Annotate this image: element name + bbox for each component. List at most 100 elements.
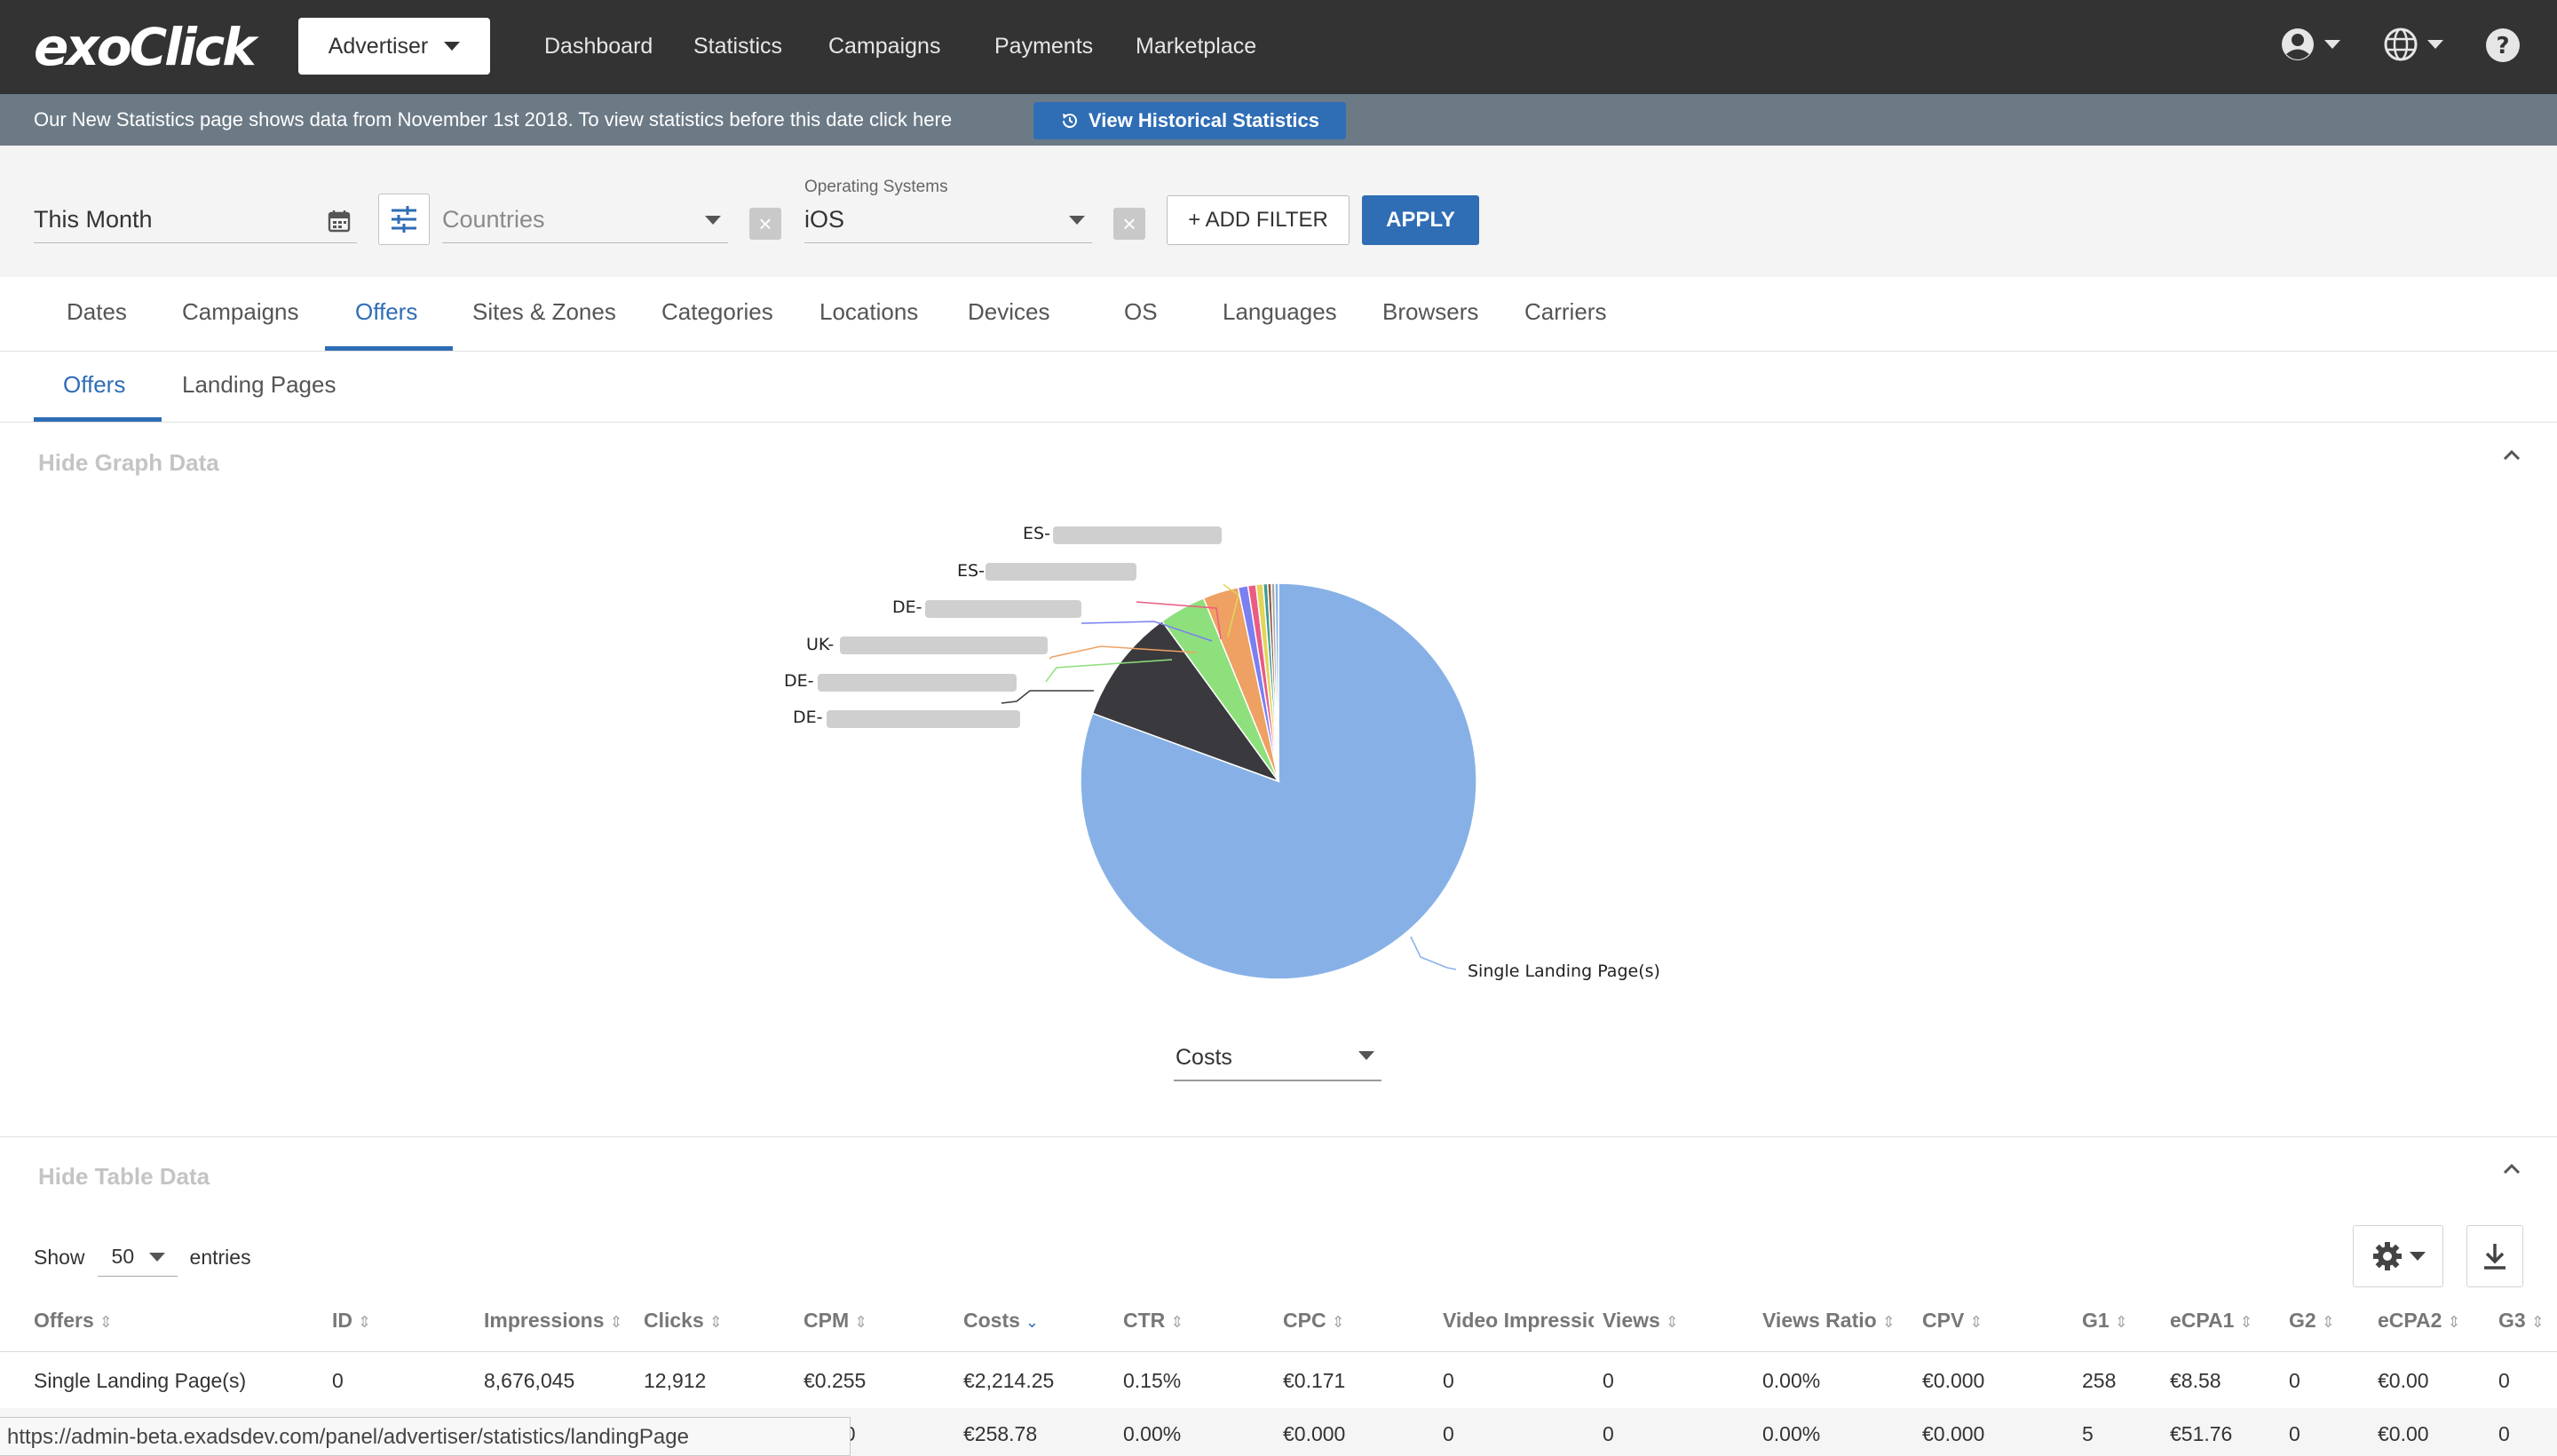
redacted-label xyxy=(840,637,1048,654)
filter-settings-button[interactable] xyxy=(378,194,430,245)
tab-offers[interactable]: Offers xyxy=(355,298,418,325)
subtab-offers[interactable]: Offers xyxy=(63,371,126,398)
column-header-label: eCPA1 xyxy=(2170,1309,2235,1332)
pie-slices xyxy=(1080,582,1477,980)
nav-campaigns[interactable]: Campaigns xyxy=(828,34,941,59)
tab-dates[interactable]: Dates xyxy=(67,298,127,325)
table-cell: €51.76 xyxy=(2170,1422,2233,1445)
table-cell: 5 xyxy=(2082,1422,2094,1445)
column-header-impressions[interactable]: Impressions ⇕ xyxy=(484,1309,623,1333)
column-header-costs[interactable]: Costs ⌄ xyxy=(963,1309,1039,1333)
nav-statistics[interactable]: Statistics xyxy=(693,34,783,59)
offer-subtabs: Offers Landing Pages xyxy=(0,352,2557,423)
operating-systems-select[interactable]: iOS xyxy=(804,202,1092,243)
sort-icon: ⇕ xyxy=(2239,1313,2253,1331)
column-header-clicks[interactable]: Clicks ⇕ xyxy=(644,1309,723,1333)
sort-icon: ⇕ xyxy=(1969,1313,1983,1331)
help-button[interactable]: ? xyxy=(2484,27,2521,64)
column-settings-button[interactable] xyxy=(2353,1225,2443,1287)
view-historical-statistics-button[interactable]: View Historical Statistics xyxy=(1033,102,1346,139)
sort-icon: ⇕ xyxy=(99,1313,113,1331)
show-label: Show xyxy=(34,1245,85,1269)
table-cell: 0 xyxy=(332,1369,344,1392)
entries-select[interactable]: 50 xyxy=(97,1238,178,1277)
tab-locations[interactable]: Locations xyxy=(819,298,919,325)
pie-label: Single Landing Page(s) xyxy=(1468,961,1660,981)
table-cell: €0.000 xyxy=(1922,1369,1985,1392)
pie-label: DE- xyxy=(793,708,823,727)
exoclick-logo[interactable]: exoClick xyxy=(34,16,257,78)
column-header-g1[interactable]: G1 ⇕ xyxy=(2082,1309,2128,1333)
pie-slice[interactable] xyxy=(1274,582,1279,782)
column-header-views-ratio[interactable]: Views Ratio ⇕ xyxy=(1762,1309,1896,1333)
column-header-video-impressions[interactable]: Video Impressic xyxy=(1443,1309,1594,1333)
graph-metric-value: Costs xyxy=(1176,1045,1232,1070)
add-filter-button[interactable]: + ADD FILTER xyxy=(1167,195,1350,245)
sort-icon: ⇕ xyxy=(1665,1313,1679,1331)
sort-icon: ⇕ xyxy=(2321,1313,2335,1331)
column-header-ecpa1[interactable]: eCPA1 ⇕ xyxy=(2170,1309,2253,1333)
column-header-offers[interactable]: Offers ⇕ xyxy=(34,1309,113,1333)
entries-control: Show 50 entries xyxy=(34,1238,251,1277)
column-header-views[interactable]: Views ⇕ xyxy=(1603,1309,1679,1333)
chevron-down-icon xyxy=(444,42,461,51)
date-range-field[interactable]: This Month xyxy=(34,202,357,243)
nav-marketplace[interactable]: Marketplace xyxy=(1136,34,1257,59)
column-header-cpc[interactable]: CPC ⇕ xyxy=(1283,1309,1345,1333)
download-button[interactable] xyxy=(2466,1225,2523,1287)
tab-languages[interactable]: Languages xyxy=(1223,298,1337,325)
language-menu[interactable] xyxy=(2383,27,2443,62)
table-cell: 0 xyxy=(1443,1369,1454,1392)
sort-icon: ⇕ xyxy=(1331,1313,1345,1331)
tab-sites-zones[interactable]: Sites & Zones xyxy=(472,298,616,325)
date-range-value: This Month xyxy=(34,206,153,233)
tab-devices[interactable]: Devices xyxy=(968,298,1050,325)
table-cell: 0 xyxy=(1443,1422,1454,1445)
table-cell: 0 xyxy=(2289,1422,2300,1445)
help-icon: ? xyxy=(2486,28,2520,62)
sort-icon: ⇕ xyxy=(358,1313,372,1331)
graph-metric-select[interactable]: Costs xyxy=(1174,1035,1381,1081)
column-header-ctr[interactable]: CTR ⇕ xyxy=(1123,1309,1184,1333)
close-icon: × xyxy=(1122,210,1136,237)
column-header-ecpa2[interactable]: eCPA2 ⇕ xyxy=(2378,1309,2461,1333)
apply-button[interactable]: APPLY xyxy=(1362,195,1479,245)
tab-browsers[interactable]: Browsers xyxy=(1382,298,1479,325)
pie-slice[interactable] xyxy=(1091,620,1281,783)
globe-icon xyxy=(2384,28,2418,61)
column-header-id[interactable]: ID ⇕ xyxy=(332,1309,371,1333)
tab-categories[interactable]: Categories xyxy=(661,298,773,325)
column-header-label: Views Ratio xyxy=(1762,1309,1877,1332)
table-cell: 0 xyxy=(1603,1422,1614,1445)
pie-label: DE- xyxy=(892,597,922,617)
tab-campaigns[interactable]: Campaigns xyxy=(182,298,299,325)
role-dropdown-button[interactable]: Advertiser xyxy=(298,18,490,75)
hide-table-toggle[interactable]: Hide Table Data xyxy=(38,1163,210,1190)
column-header-label: Impressions xyxy=(484,1309,605,1332)
table-cell: €0.00 xyxy=(2378,1422,2429,1445)
column-header-cpv[interactable]: CPV ⇕ xyxy=(1922,1309,1983,1333)
account-menu[interactable] xyxy=(2280,27,2340,62)
tab-carriers[interactable]: Carriers xyxy=(1524,298,1607,325)
chevron-up-icon[interactable] xyxy=(2500,444,2523,467)
tab-os[interactable]: OS xyxy=(1124,298,1158,325)
clear-os-button[interactable]: × xyxy=(1113,208,1145,240)
leader-line xyxy=(1136,601,1222,640)
nav-dashboard[interactable]: Dashboard xyxy=(544,34,653,59)
column-header-label: CPC xyxy=(1283,1309,1326,1332)
column-header-g3[interactable]: G3 ⇕ xyxy=(2498,1309,2545,1333)
column-header-g2[interactable]: G2 ⇕ xyxy=(2289,1309,2335,1333)
column-header-cpm[interactable]: CPM ⇕ xyxy=(804,1309,867,1333)
clear-countries-button[interactable]: × xyxy=(749,208,781,240)
hide-graph-toggle[interactable]: Hide Graph Data xyxy=(38,449,219,476)
chevron-down-icon xyxy=(2410,1252,2426,1261)
table-cell: €258.78 xyxy=(963,1422,1038,1445)
subtab-landing-pages[interactable]: Landing Pages xyxy=(182,371,336,398)
calendar-icon[interactable] xyxy=(327,209,352,233)
chevron-up-icon[interactable] xyxy=(2500,1158,2523,1181)
table-cell: Single Landing Page(s) xyxy=(34,1369,247,1392)
pie-label: UK- xyxy=(806,635,834,654)
countries-select[interactable]: Countries xyxy=(442,202,728,243)
column-header-label: Views xyxy=(1603,1309,1660,1332)
nav-payments[interactable]: Payments xyxy=(994,34,1094,59)
